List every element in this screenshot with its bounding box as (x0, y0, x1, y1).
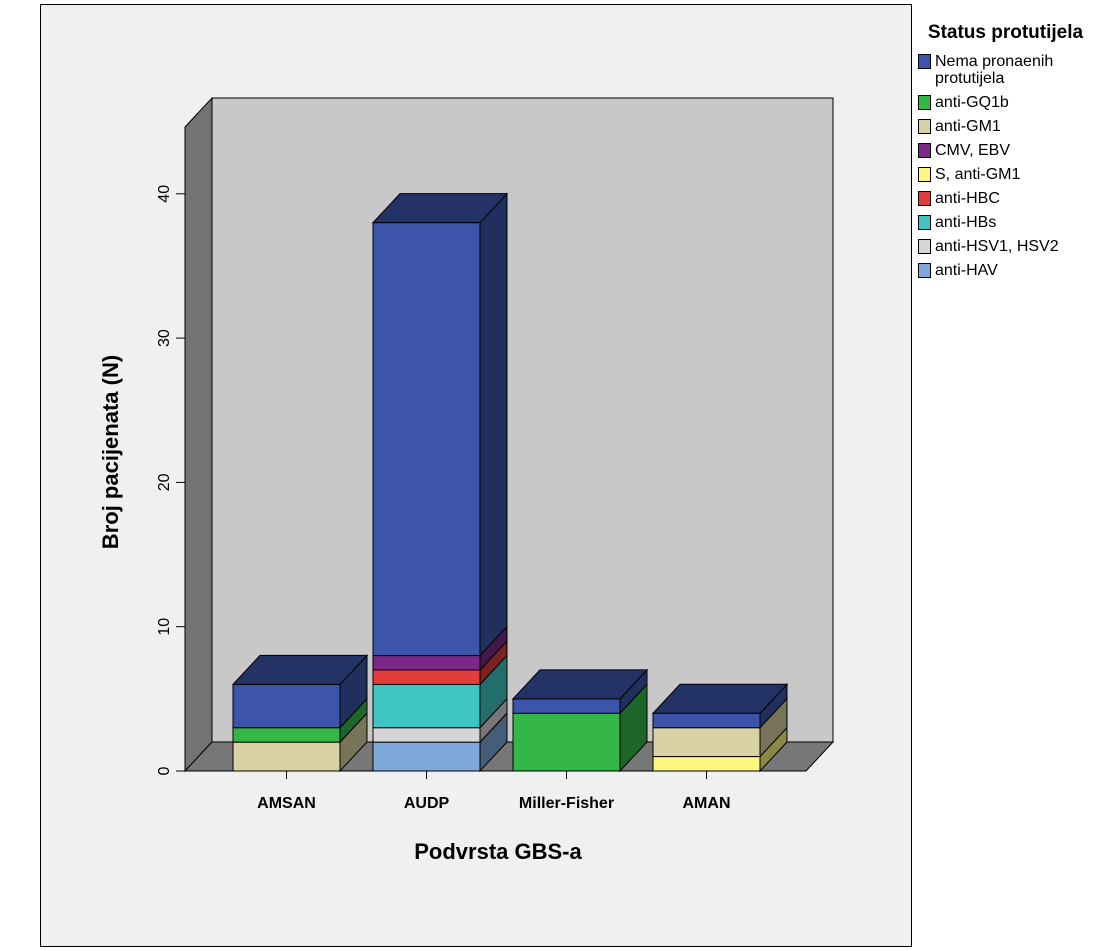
legend-title: Status protutijela (927, 22, 1084, 43)
legend-item: anti-HBs (918, 214, 1113, 231)
bar-segment (232, 727, 341, 743)
y-tick-label: 30 (156, 329, 173, 347)
x-tick-label: AMSAN (257, 795, 316, 812)
bar-top-face (231, 654, 369, 685)
legend-label: anti-GQ1b (935, 94, 1009, 111)
bar-segment (512, 698, 621, 714)
bar-segment (372, 683, 481, 729)
bar-top-face (511, 669, 649, 700)
bar-segment (372, 727, 481, 743)
legend-label: anti-HAV (935, 262, 998, 279)
legend-swatch (918, 119, 931, 134)
legend-swatch (918, 191, 931, 206)
legend-swatch (918, 143, 931, 158)
bar-top-face (651, 683, 789, 714)
legend-swatch (918, 263, 931, 278)
legend-swatch (918, 239, 931, 254)
legend-swatch (918, 167, 931, 182)
legend-label: Nema pronaenih protutijela (935, 53, 1054, 87)
legend: Status protutijela Nema pronaenih protut… (918, 22, 1113, 286)
legend-swatch (918, 95, 931, 110)
bar-segment (372, 669, 481, 685)
x-tick-label: AMAN (683, 795, 731, 812)
bar-segment (232, 683, 341, 729)
legend-label: CMV, EBV (935, 142, 1010, 159)
bar-segment (372, 222, 481, 657)
legend-item: anti-HSV1, HSV2 (918, 238, 1113, 255)
legend-label: S, anti-GM1 (935, 166, 1021, 183)
legend-swatch (918, 54, 931, 69)
bar-segment-side (479, 192, 508, 657)
bar-segment (652, 727, 761, 758)
legend-item: Nema pronaenih protutijela (918, 53, 1113, 87)
x-tick-label: Miller-Fisher (519, 795, 614, 812)
x-axis-title: Podvrsta GBS-a (414, 839, 582, 864)
bar-segment (512, 712, 621, 772)
legend-item: anti-GM1 (918, 118, 1113, 135)
side-wall (184, 96, 213, 773)
bar-segment (652, 756, 761, 772)
legend-label: anti-HBs (935, 214, 997, 231)
y-axis-title: Broj pacijenata (N) (98, 355, 123, 549)
legend-item: anti-GQ1b (918, 94, 1113, 111)
bar-top-face (371, 193, 509, 224)
legend-item: CMV, EBV (918, 142, 1113, 159)
x-tick-label: AUDP (404, 795, 450, 812)
legend-item: S, anti-GM1 (918, 166, 1113, 183)
bar-segment (372, 741, 481, 772)
legend-swatch (918, 215, 931, 230)
y-tick-label: 0 (156, 766, 173, 775)
back-wall (211, 97, 834, 743)
legend-items: Nema pronaenih protutijela anti-GQ1b anti-… (918, 53, 1113, 279)
y-tick-label: 20 (156, 473, 173, 491)
legend-item: anti-HAV (918, 262, 1113, 279)
legend-label: anti-HBC (935, 190, 1000, 207)
bar-segment (652, 712, 761, 729)
bar-segment (372, 655, 481, 671)
legend-label: anti-HSV1, HSV2 (935, 238, 1059, 255)
legend-item: anti-HBC (918, 190, 1113, 207)
y-tick-label: 40 (156, 185, 173, 203)
bar-segment (232, 741, 341, 772)
legend-label: anti-GM1 (935, 118, 1001, 135)
y-tick-label: 10 (156, 618, 173, 636)
